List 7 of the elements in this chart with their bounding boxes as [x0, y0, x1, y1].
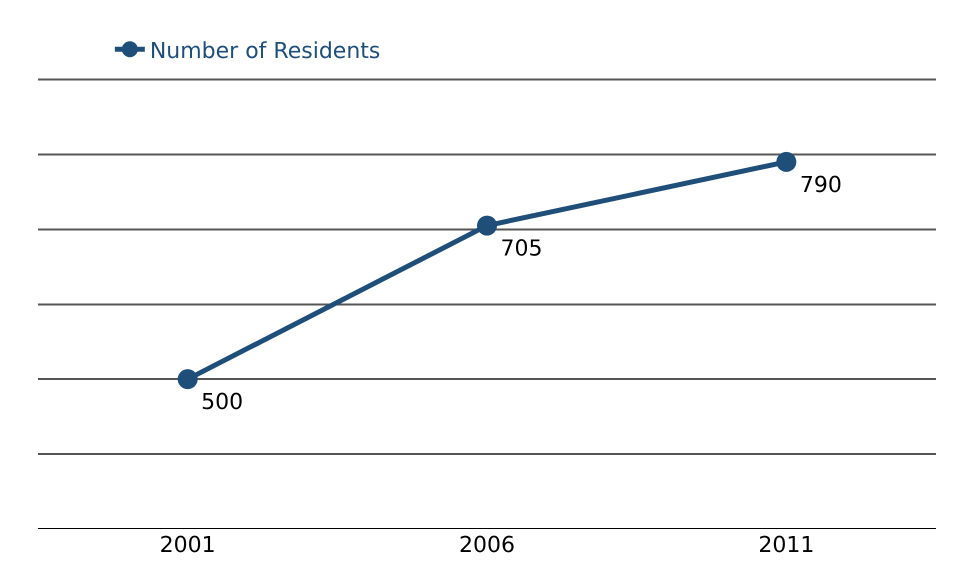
x-tick-label: 2011	[758, 533, 814, 558]
data-label: 500	[201, 390, 244, 416]
data-label: 790	[800, 172, 842, 198]
x-tick-label: 2001	[160, 533, 216, 558]
data-label: 705	[500, 236, 542, 262]
x-tick-label: 2006	[459, 533, 515, 558]
legend-label: Number of Residents	[150, 38, 380, 64]
